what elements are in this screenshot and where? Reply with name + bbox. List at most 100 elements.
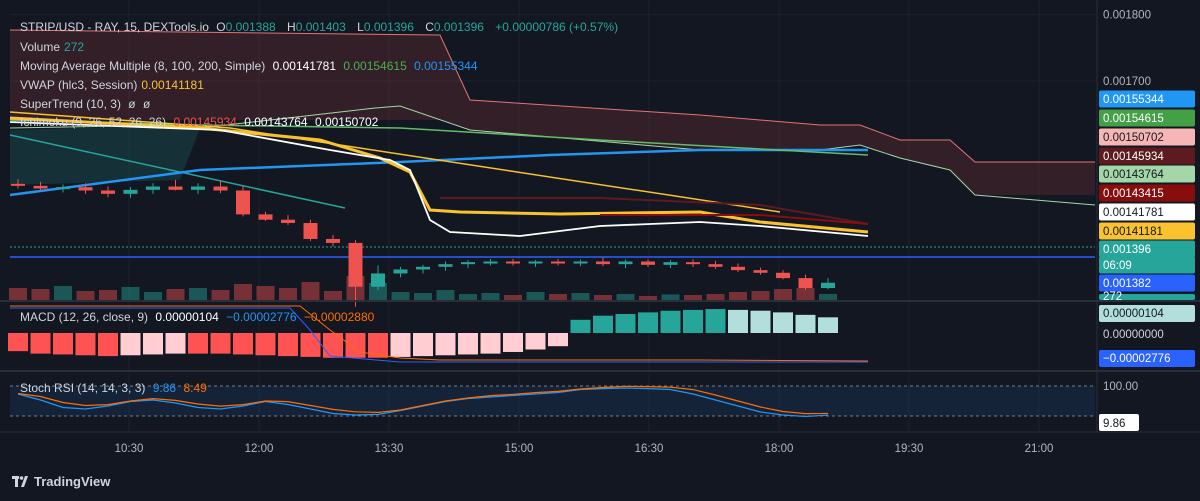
volume-bar [414,293,432,300]
price-tag: 0.00141181 [1099,222,1195,240]
macd-histogram-bar [300,333,321,357]
macd-histogram-bar [458,333,478,355]
candle-body [821,282,835,289]
volume-bar [549,294,567,300]
vwap-legend[interactable]: VWAP (hlc3, Session) 0.00141181 [20,78,204,92]
supertrend-value-2: ø [142,97,151,111]
ma-legend[interactable]: Moving Average Multiple (8, 100, 200, Si… [20,59,478,73]
time-tick-label: 13:30 [375,443,404,455]
tradingview-icon [12,475,28,487]
macd-histogram-bar [323,333,343,358]
candle [213,181,228,194]
price-tag-text: 06:09 [1103,260,1132,272]
candle-body [281,219,295,224]
candle [393,266,408,278]
candle [821,278,835,290]
macd-histogram-bar [818,317,838,333]
ichimoku-value-1: 0.00145934 [173,115,237,129]
macd-histogram-bar [278,333,298,357]
chart-canvas[interactable]: 0.001800 0.001700 0.00155344 0.00154615 0.00… [0,0,1200,463]
ma-8-line [9,121,869,237]
macd-histogram-bar [795,314,816,333]
candle [776,270,790,280]
price-tag: 0.00154615 [1099,109,1195,127]
candle-body [506,261,520,264]
candle-body [618,261,633,265]
symbol-title[interactable]: STRIP/USD - RAY, 15, DEXTools.io [20,20,209,34]
candle-body [573,261,588,264]
time-tick-label: 18:00 [765,443,794,455]
macd-histogram-bar [8,333,28,352]
candle [686,259,700,267]
candle [663,260,678,269]
volume-bar [166,289,185,300]
volume-bar [234,284,252,300]
candle [438,261,453,271]
candle [753,267,768,275]
macd-histogram-bar [548,333,568,347]
volume-bar [751,291,770,300]
candle [461,260,475,269]
candle [551,258,565,266]
candle [731,263,745,273]
volume-bar [121,287,140,300]
volume-bar [54,286,72,300]
price-tick-label: 0.001800 [1103,10,1151,22]
volume-bar [526,292,545,300]
candle-body [56,187,70,190]
candle-body [168,186,183,190]
candle-body [483,261,498,264]
price-tag: 0.001382 [1099,274,1195,292]
macd-value-2: −0.00002776 [226,310,297,324]
price-tag-text: 0.001396 [1103,244,1151,256]
volume-legend[interactable]: Volume 272 [20,40,85,54]
volume-bar [774,289,792,300]
stoch-tick-label: 100.00 [1103,381,1138,393]
macd-legend[interactable]: MACD (12, 26, close, 9) 0.00000104 −0.00… [20,310,375,324]
macd-histogram-bar [210,333,231,354]
candle-body [753,270,768,273]
macd-tag-box [1099,350,1195,367]
candle-body [528,261,543,264]
macd-histogram-bar [120,333,141,356]
volume-bar [459,294,477,300]
macd-histogram-bar [638,312,658,333]
candle-body [191,186,205,190]
macd-histogram-bar [98,333,118,357]
price-tag-box [1099,109,1195,127]
macd-tag: 0.00000000 [1099,326,1195,343]
macd-tag-box [1099,326,1195,343]
volume-bar [639,296,657,300]
candle [11,179,25,189]
tradingview-logo[interactable]: TradingView [12,474,110,489]
candle-body [708,264,723,267]
candle [78,183,93,194]
candle-body [213,186,228,191]
price-tag: 0.001396 [1099,240,1195,258]
macd-histogram-bar [188,333,208,354]
ichimoku-legend[interactable]: Ichimoku (9, 26, 52, 26, 26) 0.00145934 … [20,115,379,129]
macd-histogram-bar [413,333,433,357]
supertrend-legend[interactable]: SuperTrend (10, 3) ø ø [20,97,151,111]
macd-tag-text: −0.00002776 [1103,353,1170,365]
volume-bar [144,292,162,300]
price-tag: 0.00143415 [1099,184,1195,202]
price-tag-text: 0.00154615 [1103,113,1164,125]
price-tag-box [1099,128,1195,146]
macd-histogram-bar [233,333,253,355]
macd-tag-box [1099,305,1195,322]
stoch-legend[interactable]: Stoch RSI (14, 14, 3, 3) 9.86 8.49 [20,381,207,395]
close-value: 0.001396 [433,20,484,34]
volume-bar [256,286,275,300]
stoch-tag-text: 9.86 [1103,418,1125,430]
candle [596,257,610,267]
macd-histogram-bar [773,312,793,333]
volume-bar [684,295,702,300]
ma-value-1: 0.00141781 [272,59,336,73]
candle [371,265,385,291]
price-tag: 272 [1099,291,1195,303]
ichimoku-base-line [440,197,869,225]
price-tag-text: 0.00141781 [1103,207,1164,219]
macd-histogram-bar [435,333,456,356]
candle-body [798,278,813,289]
